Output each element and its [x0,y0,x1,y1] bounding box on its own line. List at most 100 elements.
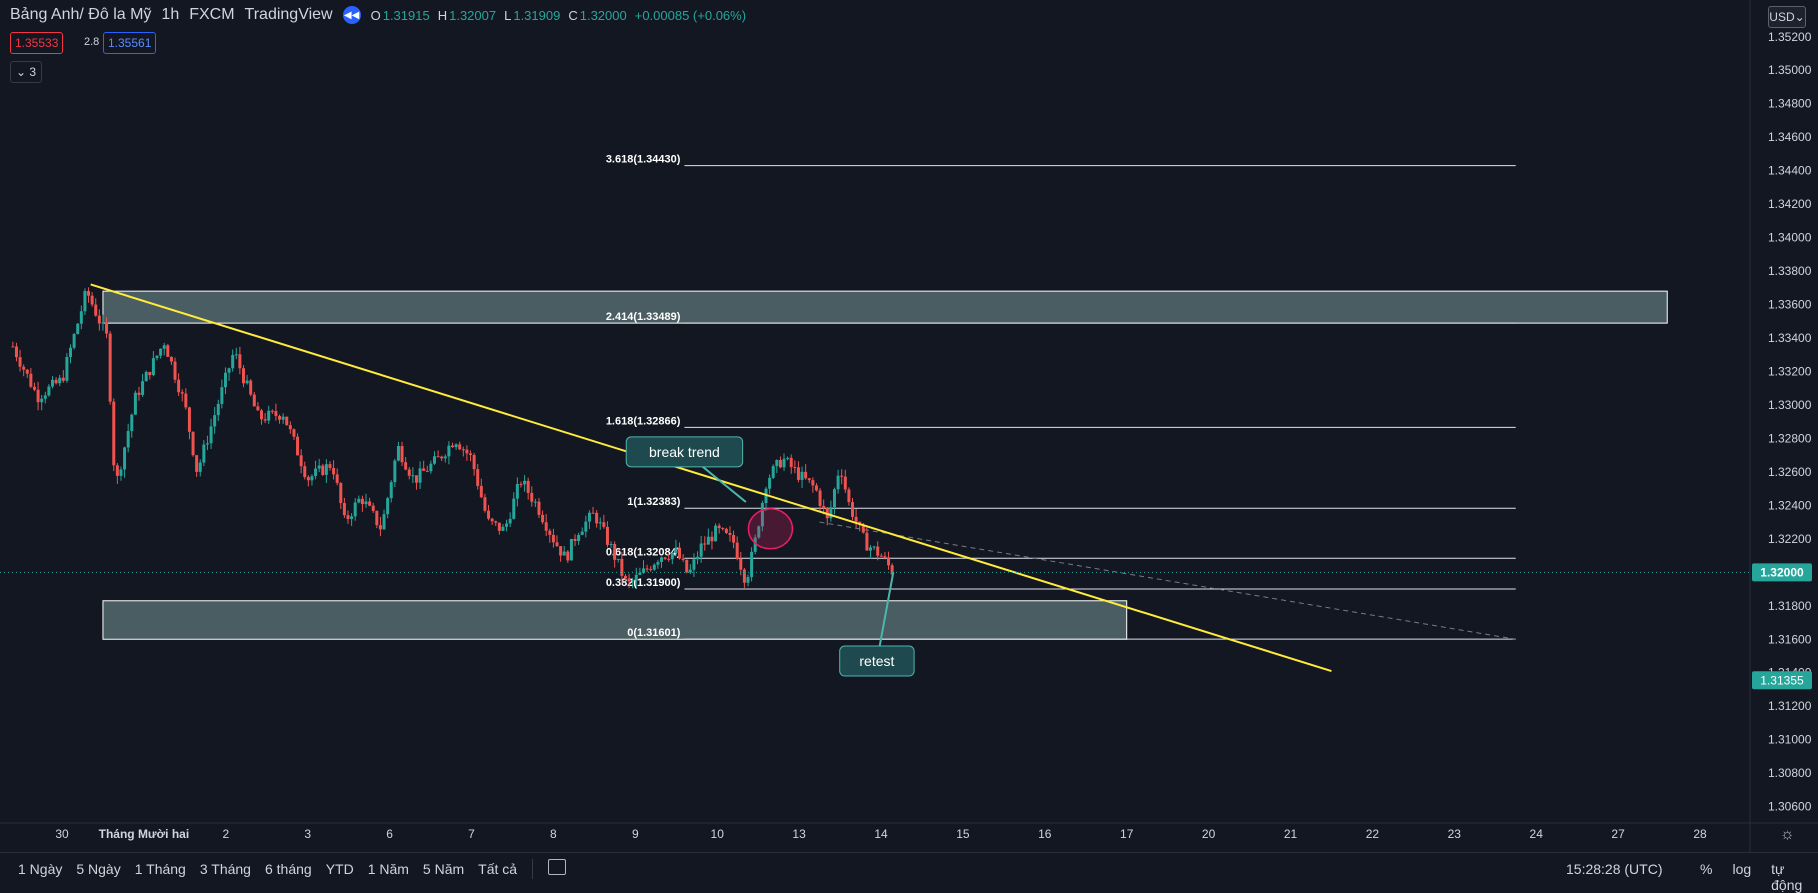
price-tick-label: 1.31600 [1768,632,1812,646]
range-ytd[interactable]: YTD [325,861,354,877]
candle-body [292,429,296,437]
candle-body [667,558,671,560]
ohlc-open-label: O [370,7,381,23]
range-3m[interactable]: 3 Tháng [199,861,251,877]
range-1y[interactable]: 1 Năm [367,861,409,877]
candle-body [829,507,833,519]
price-chart[interactable]: 1.35200 1.35000 1.34800 1.34600 1.34400 1.342… [0,0,1818,852]
callout-box[interactable] [625,436,744,468]
time-tick-label: 14 [874,827,888,841]
candle-body [285,416,289,426]
candle-body [699,543,703,557]
range-all[interactable]: Tất cả [478,861,518,877]
candle-body [278,415,282,420]
candle-body [191,431,195,456]
candle-body [505,523,509,527]
candle-body [177,379,181,393]
price-tick-label: 1.33200 [1768,364,1812,378]
candle-body [40,398,44,403]
candle-body [133,392,137,415]
callout-box[interactable] [839,645,915,677]
candle-body [670,552,674,560]
trend-extension-line[interactable] [819,521,1516,640]
sell-price-button[interactable]: 1.35533 [10,32,64,54]
replay-icon[interactable]: ◀◀ [342,6,361,24]
candle-body [641,568,645,573]
clock-time[interactable]: 15:28:28 (UTC) [1566,861,1663,877]
candle-body [850,501,854,517]
time-tick-label: 6 [386,827,393,841]
candle-body [487,510,491,519]
candle-body [11,346,15,348]
log-scale-toggle[interactable]: log [1732,861,1752,877]
break-highlight-circle[interactable] [747,508,794,550]
candle-body [559,546,563,556]
candle-body [79,311,83,324]
candle-body [234,354,238,356]
candle-body [804,471,808,479]
candle-body [346,515,350,520]
candle-body [696,556,700,560]
range-5d[interactable]: 5 Ngày [76,861,121,877]
candle-body [627,578,631,582]
supply-demand-zone[interactable] [102,600,1128,640]
current-price-badge [1752,563,1812,582]
candle-body [883,556,887,558]
symbol-name[interactable]: Bảng Anh/ Đô la Mỹ [10,6,152,23]
candle-body [130,414,134,432]
candle-body [890,565,894,575]
candle-body [54,379,58,384]
price-tick-label: 1.34000 [1768,231,1812,245]
candle-body [364,501,368,505]
candle-body [173,361,177,380]
bottom-toolbar: 1 Ngày 5 Ngày 1 Tháng 3 Tháng 6 tháng YT… [0,852,1818,893]
indicators-toggle[interactable]: ⌄ 3 [10,61,42,83]
price-tick-label: 1.31000 [1768,733,1812,747]
candle-body [483,497,487,511]
candle-body [634,574,638,581]
time-tick-label: 23 [1448,827,1462,841]
interval-label[interactable]: 1h [161,6,180,23]
candle-body [832,489,836,508]
candle-body [591,512,595,514]
candle-body [562,551,566,556]
candle-body [685,559,689,573]
candle-body [746,577,750,583]
range-1m[interactable]: 1 Tháng [134,861,186,877]
percent-scale-toggle[interactable]: % [1700,861,1713,877]
candle-body [252,394,256,407]
candle-body [530,492,534,502]
range-5y[interactable]: 5 Năm [422,861,465,877]
candle-body [811,480,815,486]
candle-body [83,290,87,312]
candle-body [660,557,664,563]
time-tick-label: 24 [1530,827,1544,841]
candle-body [360,498,364,505]
candle-body [728,533,732,535]
currency-selector[interactable]: USD⌄ [1768,6,1806,28]
candle-body [714,525,718,542]
price-tick-label: 1.30800 [1768,766,1812,780]
goto-date-icon[interactable] [548,859,566,875]
candle-body [306,477,310,481]
candle-body [198,462,202,472]
candle-body [605,526,609,545]
candle-body [443,456,447,459]
candle-body [519,484,523,486]
candle-body [465,449,469,454]
candle-body [458,444,462,450]
candle-body [342,503,346,516]
supply-demand-zone[interactable] [102,290,1668,324]
candle-body [245,380,249,384]
candle-body [335,474,339,484]
ohlc-close-label: C [568,7,578,23]
auto-scale-toggle[interactable]: tự động [1771,861,1803,893]
range-1d[interactable]: 1 Ngày [18,861,63,877]
settings-icon[interactable]: ☼ [1780,826,1795,843]
range-6m[interactable]: 6 tháng [264,861,312,877]
buy-price-button[interactable]: 1.35561 [103,32,157,54]
candle-body [595,512,599,524]
candle-body [296,436,300,456]
trendline[interactable] [90,283,1332,673]
candle-body [378,525,382,530]
